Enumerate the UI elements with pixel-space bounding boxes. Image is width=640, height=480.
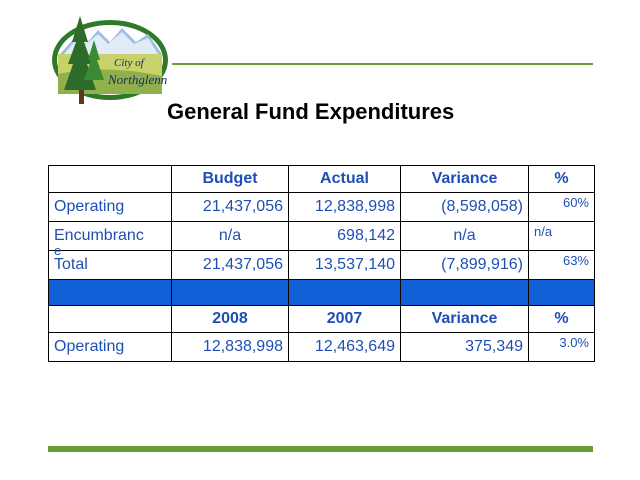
budget-cell: 21,437,056 (171, 250, 289, 280)
percent-cell: 60% (528, 192, 595, 222)
actual-cell: 13,537,140 (288, 250, 401, 280)
row-label: Encumbranc e (48, 221, 172, 258)
table-row: Total 21,437,056 13,537,140 (7,899,916) … (48, 250, 595, 280)
row-label-line2: e (54, 243, 62, 258)
header-rule (172, 63, 593, 65)
header-cell-actual: Actual (288, 165, 401, 193)
row-label: Operating (48, 332, 172, 362)
percent-cell: 3.0% (528, 332, 595, 362)
header-cell-budget: Budget (171, 165, 289, 193)
percent-cell: n/a (528, 221, 595, 251)
logo-text-city-of: City of (114, 57, 146, 69)
percent-cell: 63% (528, 250, 595, 280)
variance-cell: (7,899,916) (400, 250, 529, 280)
page-title: General Fund Expenditures (167, 99, 455, 124)
separator-band (48, 279, 595, 306)
table-header-row: 2008 2007 Variance % (48, 305, 595, 333)
table-row: Operating 21,437,056 12,838,998 (8,598,0… (48, 192, 595, 222)
table-row: Encumbranc e n/a 698,142 n/a n/a (48, 221, 595, 258)
variance-cell: 375,349 (400, 332, 529, 362)
header-cell-variance: Variance (400, 305, 529, 333)
city-logo: City of Northglenn (52, 16, 168, 104)
actual-cell: 698,142 (288, 221, 401, 251)
row-label: Operating (48, 192, 172, 222)
header-cell-percent: % (528, 165, 595, 193)
header-cell-blank (48, 165, 172, 193)
expenditures-table: Budget Actual Variance % Operating 21,43… (48, 165, 595, 362)
table-header-row: Budget Actual Variance % (48, 165, 595, 193)
footer-rule (48, 446, 593, 452)
table-row: Operating 12,838,998 12,463,649 375,349 … (48, 332, 595, 362)
year-2008-cell: 12,838,998 (171, 332, 289, 362)
header-cell-percent: % (528, 305, 595, 333)
row-label: Total (48, 250, 172, 280)
actual-cell: 12,838,998 (288, 192, 401, 222)
header-cell-2008: 2008 (171, 305, 289, 333)
budget-cell: n/a (171, 221, 289, 251)
row-label-line1: Encumbranc (54, 227, 144, 244)
variance-cell: (8,598,058) (400, 192, 529, 222)
header-cell-2007: 2007 (288, 305, 401, 333)
budget-cell: 21,437,056 (171, 192, 289, 222)
logo-text-northglenn: Northglenn (107, 72, 167, 87)
year-2007-cell: 12,463,649 (288, 332, 401, 362)
header-cell-blank (48, 305, 172, 333)
header-cell-variance: Variance (400, 165, 529, 193)
variance-cell: n/a (400, 221, 529, 251)
